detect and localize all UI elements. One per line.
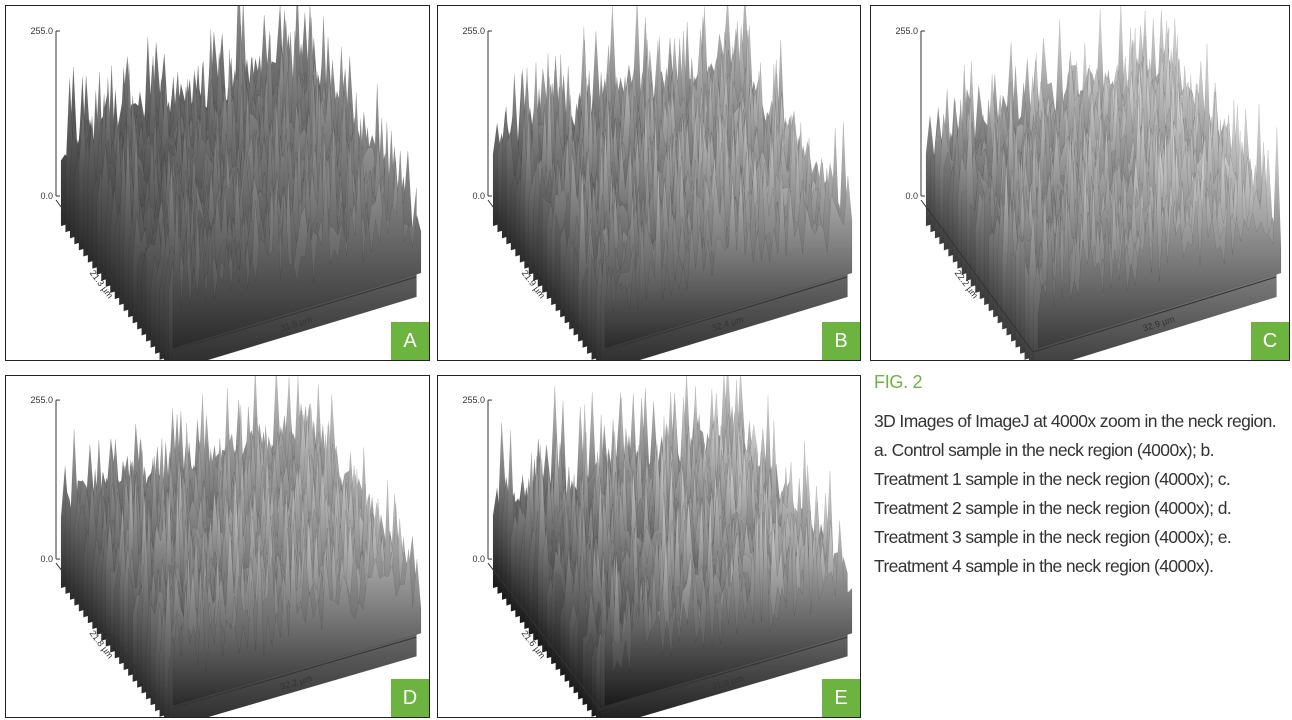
z-max-label: 255.0 [462, 395, 485, 405]
panel-label: E [822, 679, 860, 717]
z-max-label: 255.0 [30, 26, 53, 36]
panel-label: A [391, 322, 429, 360]
z-min-label: 0.0 [472, 191, 485, 201]
caption-text: 3D Images of ImageJ at 4000x zoom in the… [874, 407, 1288, 581]
z-min-label: 0.0 [40, 191, 53, 201]
z-max-label: 255.0 [895, 26, 918, 36]
z-max-label: 255.0 [462, 26, 485, 36]
z-max-label: 255.0 [30, 395, 53, 405]
panel-label: B [822, 322, 860, 360]
z-min-label: 0.0 [472, 554, 485, 564]
z-min-label: 0.0 [905, 191, 918, 201]
panel-label: D [391, 679, 429, 717]
panel-label: C [1251, 322, 1289, 360]
caption-title: FIG. 2 [874, 372, 1288, 393]
page: {"panels": [ {"label": "A", "z_max": "25… [0, 0, 1292, 720]
z-min-label: 0.0 [40, 554, 53, 564]
figure-caption: FIG. 2 3D Images of ImageJ at 4000x zoom… [874, 372, 1288, 581]
